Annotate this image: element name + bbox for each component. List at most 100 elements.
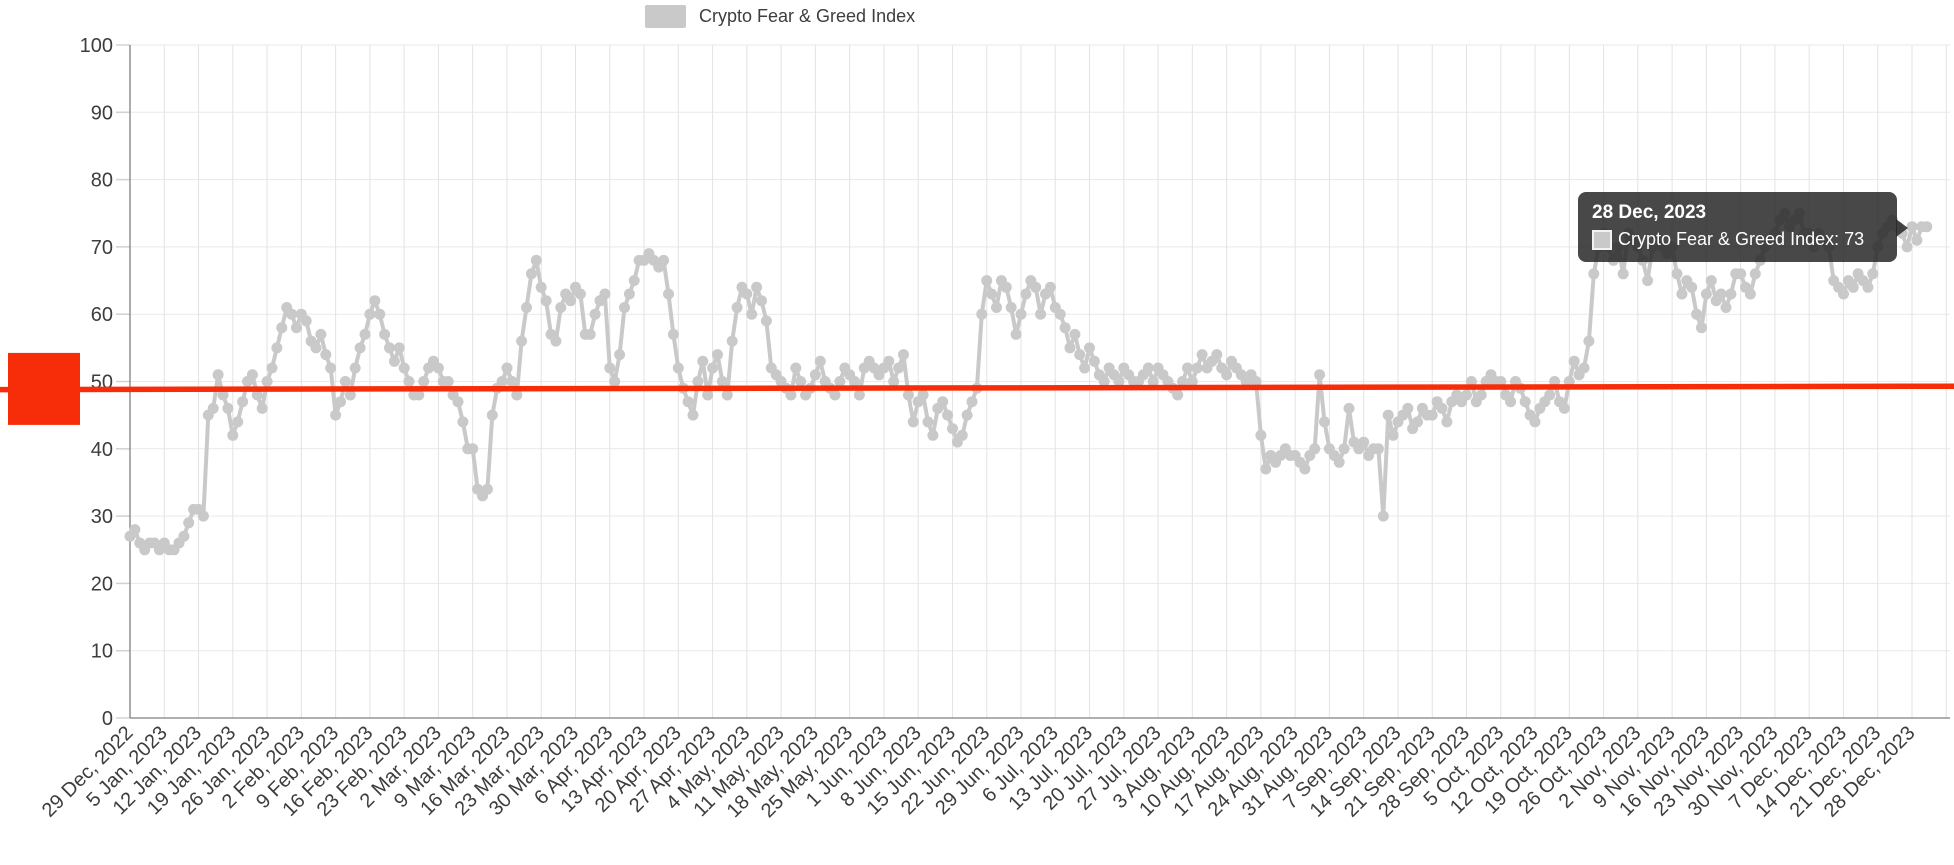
series-point[interactable] <box>320 349 332 361</box>
series-point[interactable] <box>1529 416 1541 428</box>
series-point[interactable] <box>1147 376 1159 387</box>
series-point[interactable] <box>976 308 988 320</box>
series-point[interactable] <box>300 315 312 327</box>
series-point[interactable] <box>1054 308 1066 320</box>
series-point[interactable] <box>981 275 993 287</box>
series-point[interactable] <box>692 376 704 387</box>
series-point[interactable] <box>1700 288 1712 300</box>
series-point[interactable] <box>1333 456 1345 468</box>
series-point[interactable] <box>354 342 366 354</box>
series-point[interactable] <box>682 396 694 408</box>
series-point[interactable] <box>888 376 900 387</box>
series-point[interactable] <box>746 308 758 320</box>
series-point[interactable] <box>418 376 430 387</box>
series-point[interactable] <box>721 389 733 401</box>
series-point[interactable] <box>1000 281 1012 293</box>
series-point[interactable] <box>1079 362 1091 374</box>
series-point[interactable] <box>403 376 415 387</box>
series-point[interactable] <box>501 362 513 374</box>
series-point[interactable] <box>1838 288 1849 300</box>
series-point[interactable] <box>1221 369 1233 381</box>
series-point[interactable] <box>1343 402 1355 414</box>
series-point[interactable] <box>246 369 258 381</box>
series-point[interactable] <box>609 376 621 387</box>
series-point[interactable] <box>359 328 371 340</box>
series-point[interactable] <box>525 268 537 280</box>
series-point[interactable] <box>1064 342 1076 354</box>
series-point[interactable] <box>604 362 616 374</box>
series-point[interactable] <box>256 402 268 414</box>
series-point[interactable] <box>1505 396 1517 408</box>
series-point[interactable] <box>1338 443 1350 455</box>
series-point[interactable] <box>658 254 670 266</box>
series-point[interactable] <box>271 342 283 354</box>
series-point[interactable] <box>1191 362 1203 374</box>
series-point[interactable] <box>1010 328 1022 340</box>
series-point[interactable] <box>222 402 234 414</box>
series-point[interactable] <box>790 362 802 374</box>
series-point[interactable] <box>829 389 841 401</box>
series-point[interactable] <box>937 396 949 408</box>
series-point[interactable] <box>1044 281 1056 293</box>
series-point[interactable] <box>1544 389 1556 401</box>
series-point[interactable] <box>1015 308 1027 320</box>
series-point[interactable] <box>129 524 141 536</box>
series-point[interactable] <box>893 362 905 374</box>
series-point[interactable] <box>330 409 342 421</box>
series-point[interactable] <box>1475 389 1487 401</box>
series-point[interactable] <box>628 275 640 287</box>
series-point[interactable] <box>398 362 410 374</box>
series-point[interactable] <box>555 302 567 313</box>
series-point[interactable] <box>315 328 327 340</box>
series-point[interactable] <box>1255 429 1267 441</box>
series-point[interactable] <box>1372 443 1384 455</box>
series-point[interactable] <box>530 254 542 266</box>
series-point[interactable] <box>961 409 973 421</box>
series-point[interactable] <box>942 409 954 421</box>
series-point[interactable] <box>1617 268 1629 280</box>
series-point[interactable] <box>1177 376 1189 387</box>
series-point[interactable] <box>1059 322 1071 334</box>
series-point[interactable] <box>702 389 714 401</box>
series-point[interactable] <box>1426 409 1438 421</box>
series-point[interactable] <box>325 362 337 374</box>
series-point[interactable] <box>1519 396 1531 408</box>
series-point[interactable] <box>751 281 763 293</box>
series-point[interactable] <box>467 443 479 455</box>
series-point[interactable] <box>1035 308 1047 320</box>
series-point[interactable] <box>917 389 929 401</box>
series-point[interactable] <box>506 376 518 387</box>
series-point[interactable] <box>1074 349 1086 361</box>
series-point[interactable] <box>540 295 552 307</box>
series-point[interactable] <box>1735 268 1747 280</box>
series-point[interactable] <box>785 389 797 401</box>
series-point[interactable] <box>991 302 1002 313</box>
series-point[interactable] <box>1696 322 1707 334</box>
series-point[interactable] <box>432 362 444 374</box>
series-point[interactable] <box>584 328 596 340</box>
series-point[interactable] <box>927 429 939 441</box>
series-point[interactable] <box>197 510 209 522</box>
series-point[interactable] <box>1578 362 1590 374</box>
series-point[interactable] <box>1691 308 1703 320</box>
series-point[interactable] <box>1250 376 1262 387</box>
series-point[interactable] <box>1377 510 1389 522</box>
series-point[interactable] <box>716 376 728 387</box>
series-point[interactable] <box>457 416 469 428</box>
series-point[interactable] <box>1847 281 1859 293</box>
series-point[interactable] <box>369 295 381 307</box>
series-point[interactable] <box>809 369 821 381</box>
series-point[interactable] <box>261 376 273 387</box>
series-point[interactable] <box>1005 302 1017 313</box>
series-point[interactable] <box>1069 328 1081 340</box>
series-point[interactable] <box>511 389 523 401</box>
series-point[interactable] <box>1142 362 1154 374</box>
series-point[interactable] <box>1084 342 1095 354</box>
series-point[interactable] <box>756 295 767 307</box>
series-point[interactable] <box>291 322 302 334</box>
series-point[interactable] <box>379 328 391 340</box>
trend-annotation-handle[interactable] <box>8 352 80 425</box>
series-point[interactable] <box>966 396 978 408</box>
